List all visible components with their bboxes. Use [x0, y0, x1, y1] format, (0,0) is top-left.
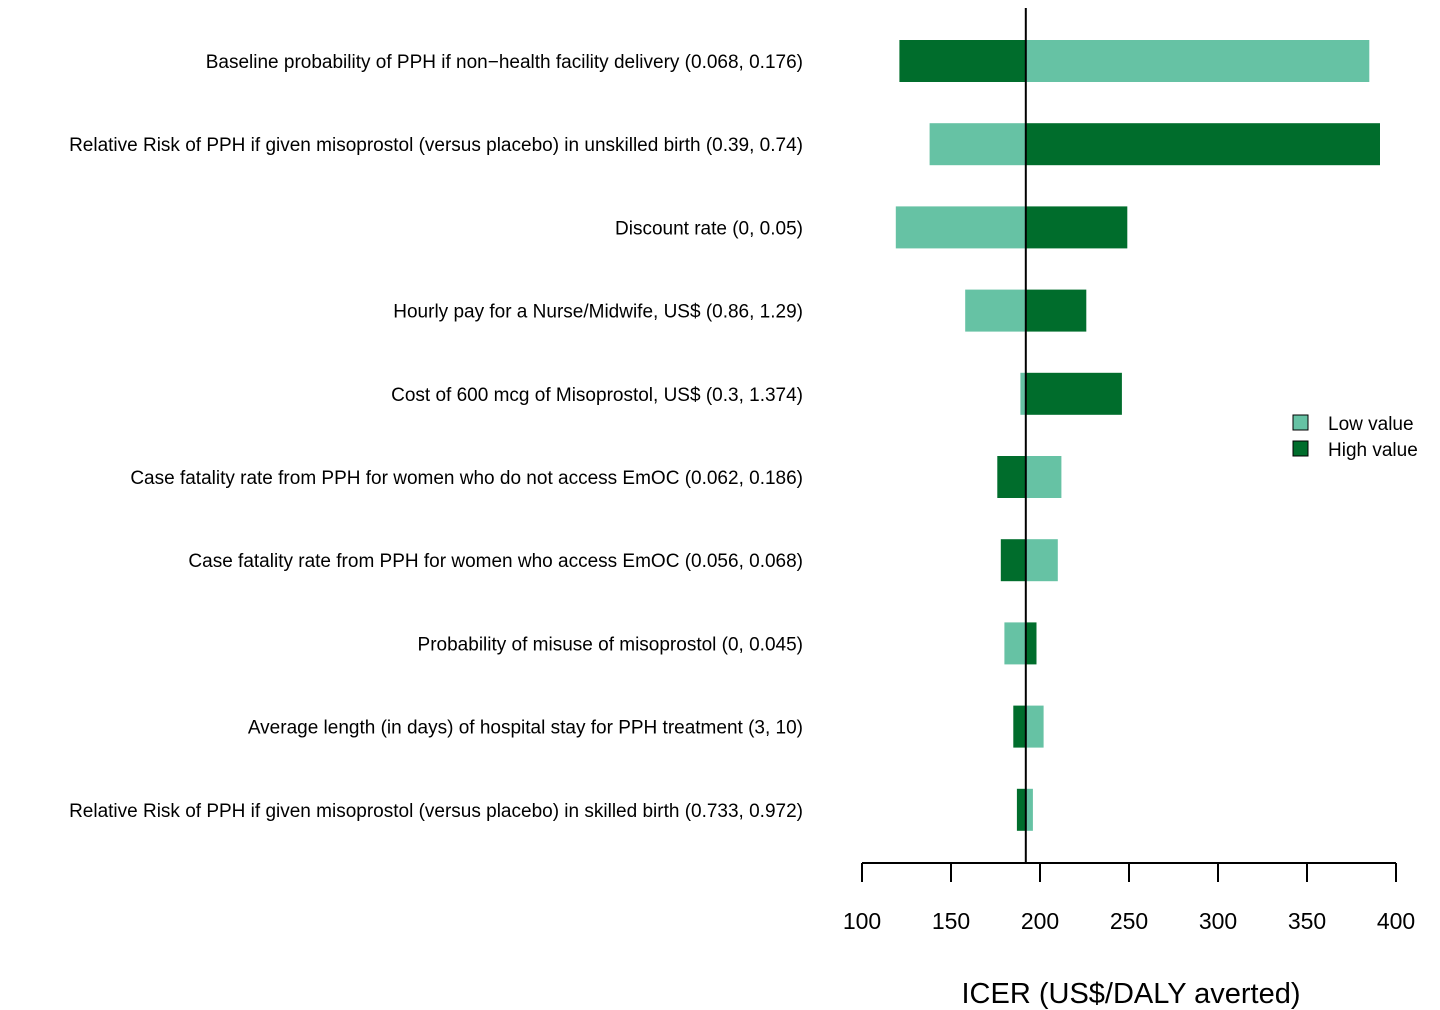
row-labels-group: Baseline probability of PPH if non−healt…: [69, 52, 803, 822]
row-label-1: Baseline probability of PPH if non−healt…: [206, 52, 803, 73]
row-label-6: Case fatality rate from PPH for women wh…: [130, 468, 803, 489]
low-value-bar-3: [895, 206, 1026, 249]
low-value-bar-5: [1020, 372, 1026, 415]
low-value-bar-8: [1004, 622, 1026, 665]
high-value-bar-7: [1000, 539, 1026, 582]
x-tick-label-300: 300: [1199, 908, 1237, 934]
high-value-bar-1: [899, 40, 1026, 82]
high-value-bar-10: [1016, 788, 1026, 831]
row-label-8: Probability of misuse of misoprostol (0,…: [418, 634, 803, 655]
row-label-2: Relative Risk of PPH if given misoprosto…: [69, 135, 803, 156]
low-value-bar-1: [1025, 40, 1370, 82]
x-tick-label-350: 350: [1288, 908, 1326, 934]
high-value-bar-2: [1025, 123, 1380, 166]
low-value-bar-10: [1025, 788, 1033, 831]
x-tick-label-400: 400: [1377, 908, 1415, 934]
low-value-bar-7: [1025, 539, 1058, 582]
bars-group: [895, 40, 1380, 831]
x-tick-label-150: 150: [932, 908, 970, 934]
low-value-bar-6: [1025, 456, 1062, 498]
legend-label-high: High value: [1328, 440, 1418, 461]
x-tick-label-250: 250: [1110, 908, 1148, 934]
high-value-bar-3: [1025, 206, 1128, 249]
row-label-3: Discount rate (0, 0.05): [615, 218, 803, 239]
row-label-10: Relative Risk of PPH if given misoprosto…: [69, 801, 803, 822]
x-axis-title: ICER (US$/DALY averted): [962, 978, 1301, 1010]
legend-label-low: Low value: [1328, 414, 1414, 435]
low-value-bar-2: [929, 123, 1026, 166]
row-label-7: Case fatality rate from PPH for women wh…: [188, 551, 803, 572]
high-value-bar-8: [1025, 622, 1037, 665]
row-label-9: Average length (in days) of hospital sta…: [248, 718, 803, 739]
row-label-5: Cost of 600 mcg of Misoprostol, US$ (0.3…: [391, 385, 803, 406]
x-tick-label-100: 100: [843, 908, 881, 934]
legend-swatch-high: [1292, 440, 1309, 457]
high-value-bar-5: [1025, 372, 1122, 415]
x-tick-label-200: 200: [1021, 908, 1059, 934]
high-value-bar-4: [1025, 289, 1087, 332]
legend: Low value High value: [1292, 414, 1418, 461]
high-value-bar-6: [997, 456, 1026, 498]
low-value-bar-9: [1025, 705, 1044, 748]
row-label-4: Hourly pay for a Nurse/Midwife, US$ (0.8…: [393, 302, 803, 323]
legend-swatch-low: [1292, 414, 1309, 431]
x-axis: 100 150 200 250 300 350 400: [843, 862, 1415, 934]
high-value-bar-9: [1013, 705, 1026, 748]
low-value-bar-4: [965, 289, 1026, 332]
